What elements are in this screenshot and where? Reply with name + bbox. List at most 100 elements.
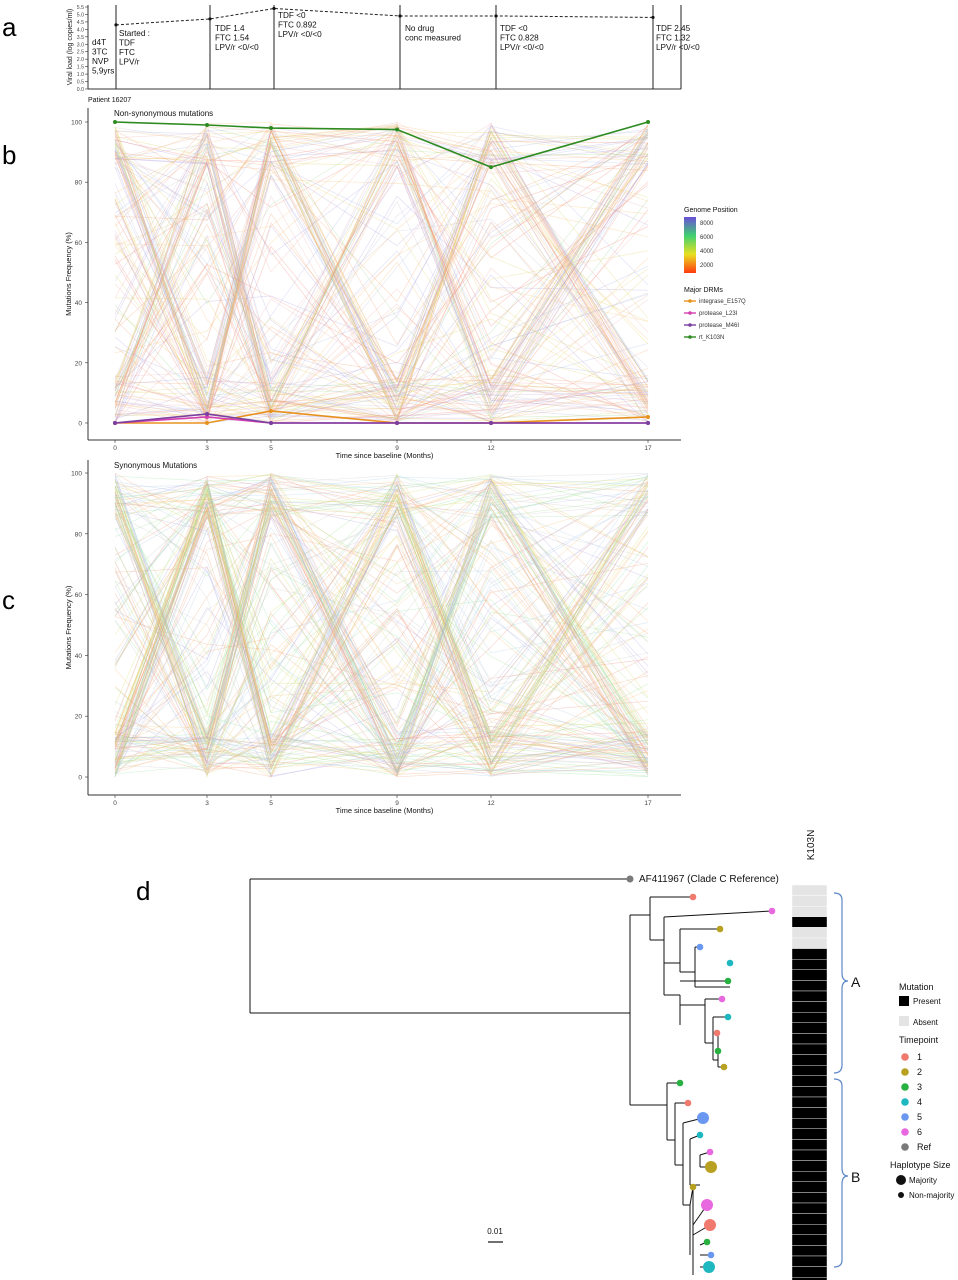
mutation-trajectory — [114, 482, 649, 768]
mutation-trajectory — [114, 126, 649, 322]
mutation-trajectory — [114, 488, 649, 774]
mutation-trajectory — [114, 485, 649, 773]
mutation-trajectory — [114, 480, 649, 755]
mutation-trajectory — [114, 509, 649, 764]
mutation-trajectory — [114, 496, 649, 729]
y-tick-label: 5.5 — [77, 5, 84, 11]
mutation-cell-present — [791, 1033, 828, 1045]
mutation-trajectory — [114, 541, 649, 772]
mutation-trajectory — [114, 161, 649, 424]
legend-swatch-point — [688, 323, 692, 327]
mutation-trajectory — [114, 481, 649, 768]
mutation-trajectory — [114, 512, 649, 769]
viral-load-point — [651, 15, 655, 20]
legend-timepoint-dot — [901, 1098, 909, 1106]
mutation-trajectory — [114, 141, 649, 415]
mutation-trajectory — [114, 154, 649, 424]
mutation-trajectory — [114, 128, 649, 416]
mutation-trajectory — [114, 502, 649, 776]
mutation-trajectory — [114, 480, 649, 776]
legend-present-swatch — [899, 996, 909, 1006]
mutation-trajectory — [114, 491, 649, 766]
legend-absent-swatch — [899, 1016, 909, 1026]
x-tick-label: 0 — [113, 800, 117, 807]
mutation-trajectory — [114, 506, 649, 775]
mutation-trajectory — [114, 482, 649, 763]
mutation-trajectory — [114, 488, 649, 742]
mutation-trajectory — [114, 134, 649, 413]
mutation-trajectory — [114, 477, 649, 759]
mutation-trajectory — [114, 477, 649, 756]
mutation-trajectory — [114, 161, 649, 424]
tree-tip — [689, 1183, 697, 1191]
synonymous-mutation-chart: 0 20 40 60 80 100 0 3 5 9 12 17 Time since baseline … — [64, 460, 681, 815]
mutation-trajectory — [114, 142, 649, 423]
mutation-trajectory — [114, 130, 649, 389]
mutation-trajectory — [114, 495, 649, 778]
mutation-trajectory — [114, 126, 649, 389]
mutation-trajectory — [114, 124, 649, 419]
mutation-cell-present — [791, 1011, 828, 1023]
mutation-trajectory — [114, 520, 649, 778]
colorbar-tick-label: 8000 — [700, 221, 714, 227]
mutation-trajectory — [114, 233, 649, 424]
mutation-cell-present — [791, 1149, 828, 1161]
mutation-cell-present — [791, 1266, 828, 1278]
mutation-trajectory — [114, 487, 649, 773]
mutation-trajectory — [114, 486, 649, 759]
mutation-trajectory — [114, 131, 649, 238]
mutation-trajectory — [114, 485, 649, 758]
mutation-trajectory — [114, 472, 649, 766]
mutation-cell-present — [791, 958, 828, 970]
legend-majority-label: Majority — [909, 1176, 937, 1185]
mutation-trajectory — [114, 683, 649, 769]
tree-tip — [724, 977, 732, 985]
mutation-trajectory — [114, 495, 649, 763]
mutation-trajectory — [114, 128, 649, 423]
mutation-trajectory — [114, 136, 649, 399]
mutation-trajectory — [114, 135, 649, 418]
mutation-trajectory — [114, 526, 649, 756]
series-point-protease_L23I — [205, 414, 209, 419]
legend-timepoint-dot — [901, 1113, 909, 1121]
y-tick-label: 3.5 — [77, 35, 84, 41]
mutation-trajectory — [114, 485, 649, 771]
y-tick-label: 0 — [78, 775, 82, 782]
mutation-cell-absent — [791, 905, 828, 917]
mutation-cell-present — [791, 980, 828, 992]
series-line-rt_K103N — [114, 121, 649, 168]
regimen-label: FTC 1.32 — [656, 34, 691, 43]
mutation-trajectory — [114, 124, 649, 414]
tree-tip — [684, 1099, 692, 1107]
mutation-trajectory — [114, 126, 649, 408]
mutation-trajectory — [114, 488, 649, 774]
mutation-trajectory — [114, 516, 649, 743]
reference-label: AF411967 (Clade C Reference) — [639, 874, 779, 885]
mutation-trajectory — [114, 490, 649, 760]
mutation-trajectory — [114, 137, 649, 392]
mutation-trajectory — [114, 122, 649, 389]
mutation-trajectory — [114, 133, 649, 388]
mutation-cell-absent — [791, 884, 828, 896]
mutation-trajectory — [114, 124, 649, 420]
y-tick-label: 0.5 — [77, 80, 84, 86]
legend-entry: protease_M46I — [699, 323, 739, 329]
mutation-trajectory — [114, 481, 649, 765]
mutation-trajectory — [114, 132, 649, 417]
viral-load-point — [208, 17, 212, 21]
series-point-rt_K103N — [205, 123, 209, 128]
mutation-trajectory — [114, 475, 649, 764]
mutation-trajectory — [114, 558, 649, 761]
mutation-cell-absent — [791, 895, 828, 907]
mutation-trajectory — [114, 509, 649, 767]
mutation-trajectory — [114, 127, 649, 388]
mutation-trajectory — [114, 171, 649, 416]
mutation-trajectory — [114, 509, 649, 777]
mutation-trajectory — [114, 127, 649, 420]
mutation-trajectory — [114, 125, 649, 379]
mutation-trajectory — [114, 474, 649, 754]
mutation-trajectory — [114, 478, 649, 776]
mutation-trajectory — [114, 645, 649, 774]
mutation-cell-present — [791, 1001, 828, 1013]
tree-tip — [696, 943, 704, 951]
